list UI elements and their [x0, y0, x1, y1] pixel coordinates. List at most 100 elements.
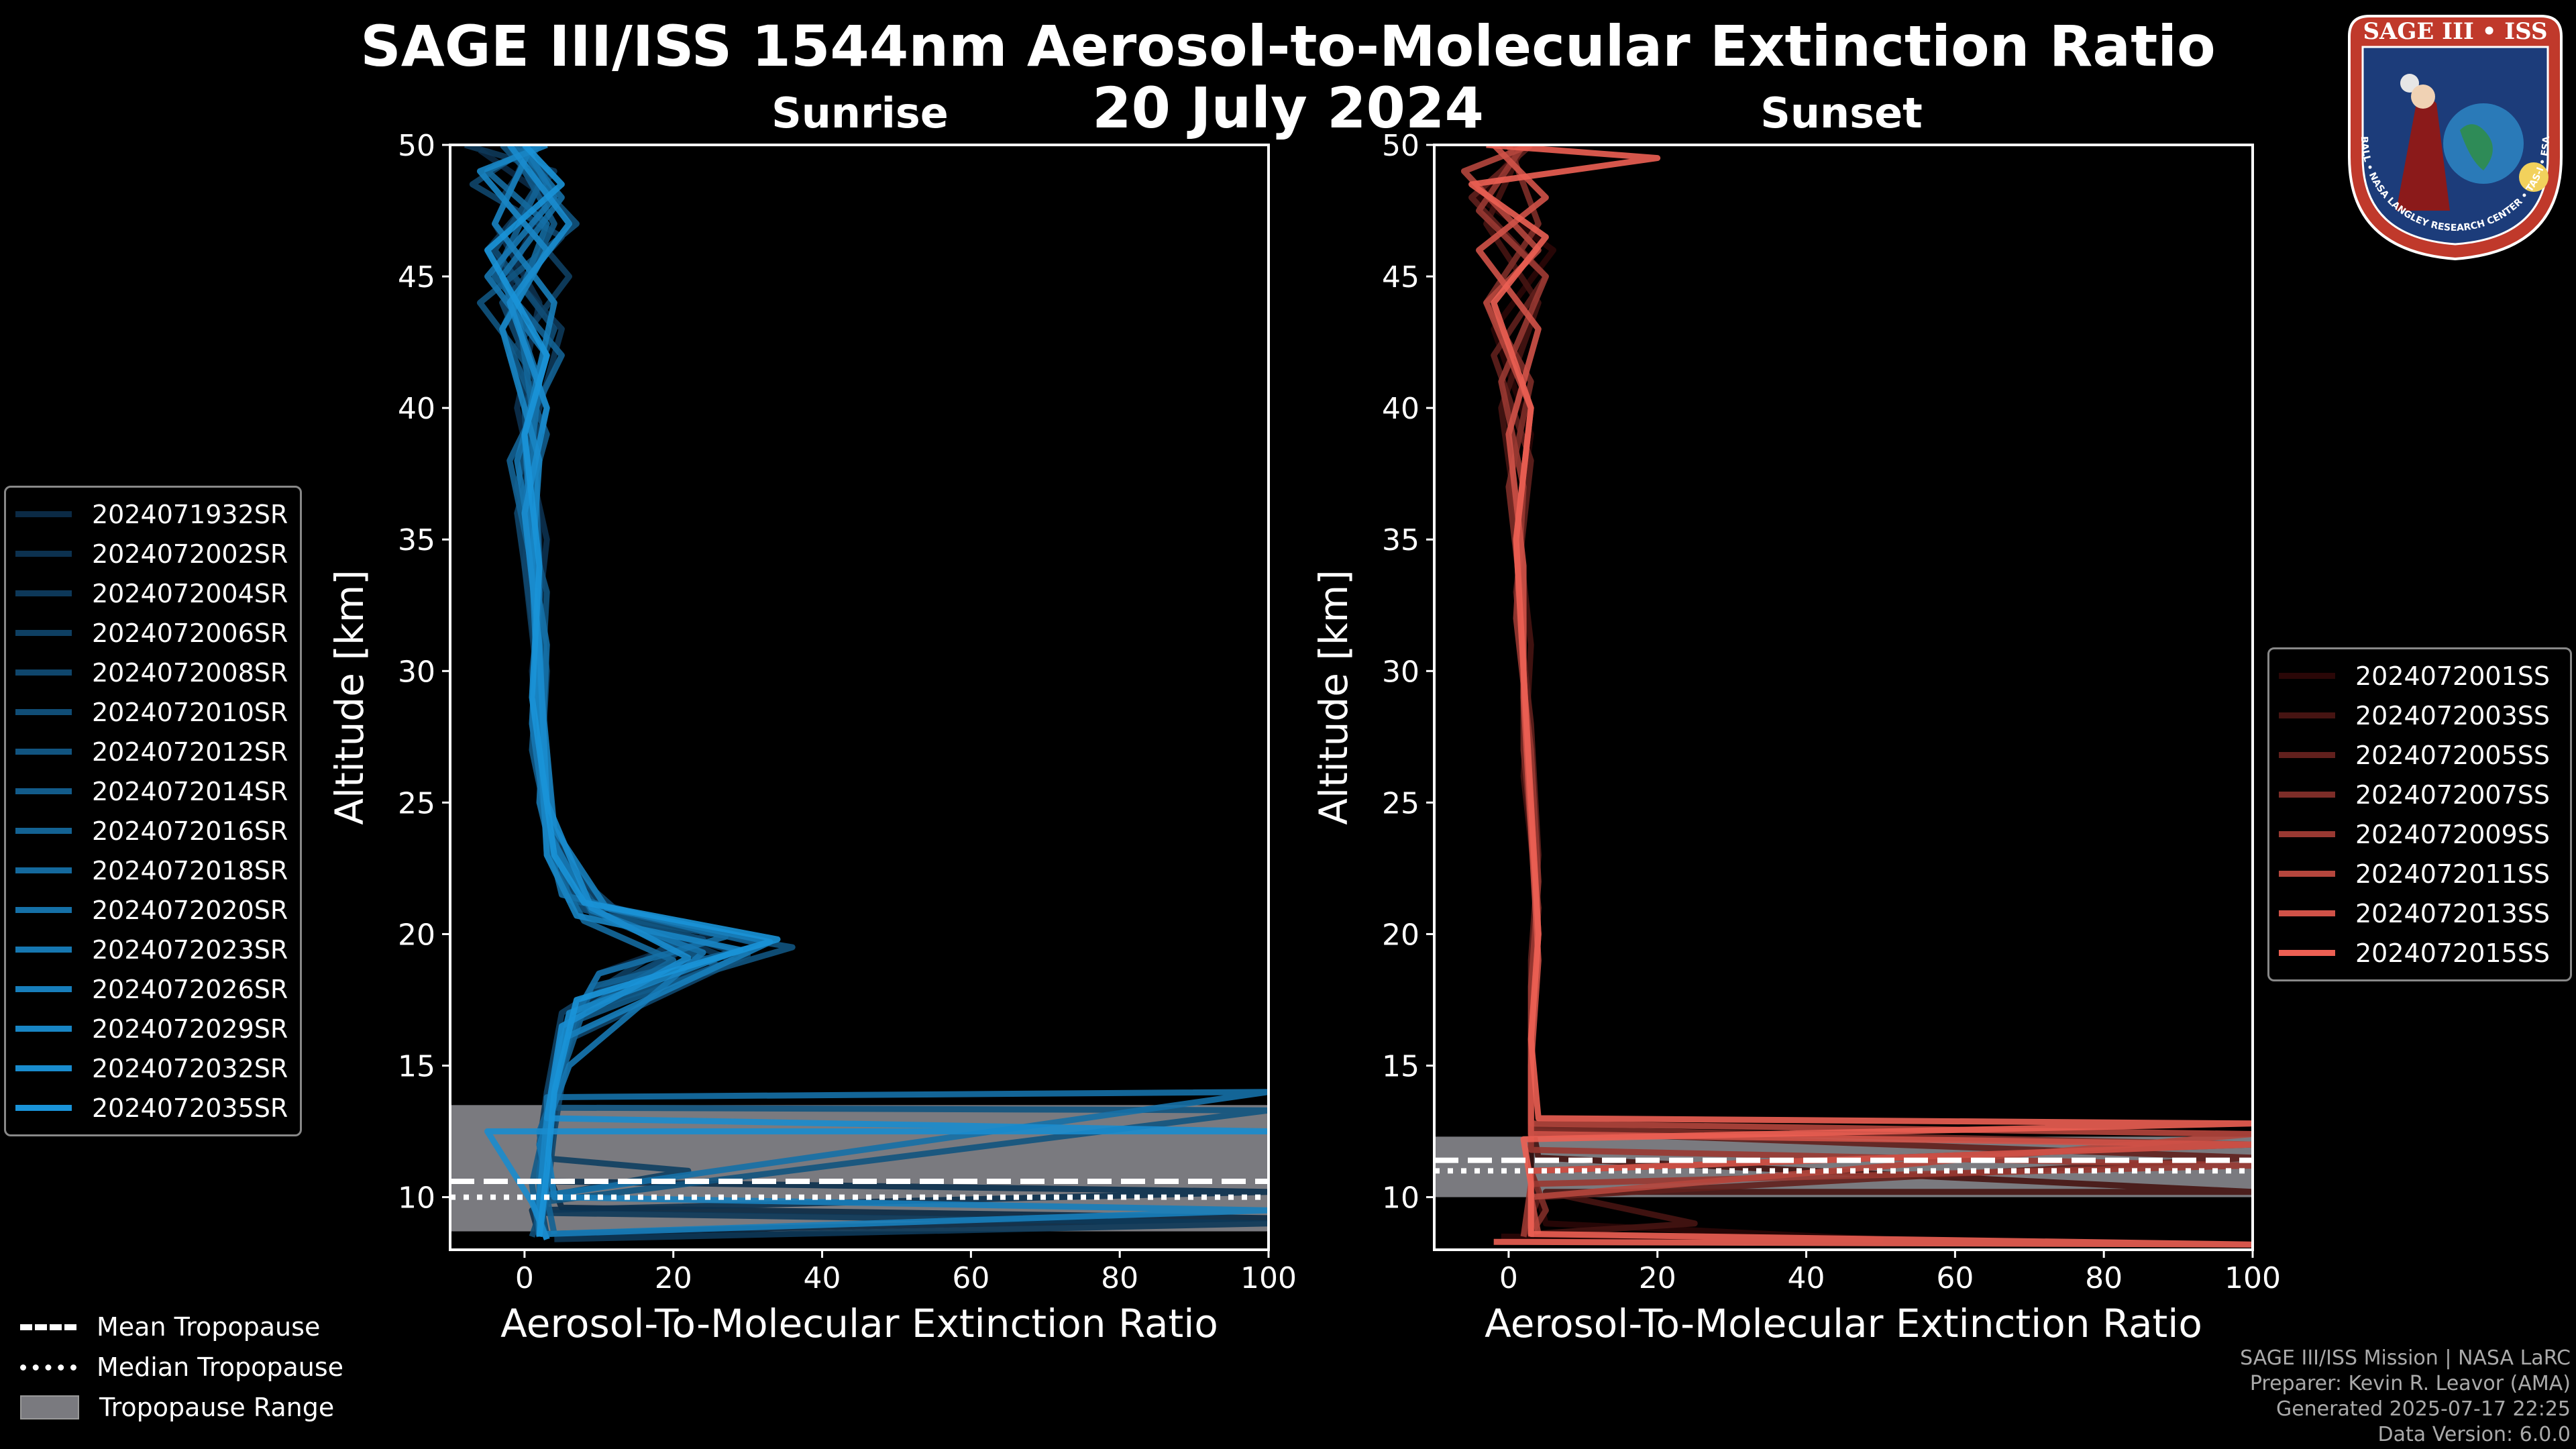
legend-label: Tropopause Range: [99, 1393, 335, 1422]
legend-label: Mean Tropopause: [97, 1312, 321, 1342]
legend-item-2024072018SR: 2024072018SR: [15, 851, 290, 890]
series-line-2024072003SS: [1483, 145, 2253, 1237]
x-tick-label: 80: [2085, 1261, 2123, 1295]
legend-label: 2024072020SR: [92, 895, 288, 925]
legend-item-2024072029SR: 2024072029SR: [15, 1009, 290, 1049]
legend-label: 2024072009SS: [2355, 819, 2551, 849]
y-tick-label: 45: [398, 260, 435, 294]
series-line-2024072002SR: [492, 156, 1269, 1238]
legend-swatch: [15, 1105, 72, 1111]
credit-mission: SAGE III/ISS Mission | NASA LaRC: [2240, 1346, 2571, 1370]
legend-item-2024072012SR: 2024072012SR: [15, 732, 290, 771]
y-axis-label: Altitude [km]: [1311, 570, 1356, 824]
y-tick-label: 10: [1382, 1181, 1419, 1216]
x-tick-label: 0: [1499, 1261, 1518, 1295]
legend-item-2024072001SS: 2024072001SS: [2279, 656, 2561, 696]
plot-area: [1434, 145, 2253, 1248]
x-tick-label: 60: [1936, 1261, 1974, 1295]
legend-item-2024072006SR: 2024072006SR: [15, 613, 290, 653]
panel-title: Sunset: [1760, 89, 1923, 138]
figure-title: SAGE III/ISS 1544nm Aerosol-to-Molecular…: [360, 13, 2216, 79]
x-axis-label: Aerosol-To-Molecular Extinction Ratio: [1485, 1301, 2202, 1346]
credit-generated: Generated 2025-07-17 22:25: [2275, 1397, 2571, 1421]
legend-item-2024072003SS: 2024072003SS: [2279, 696, 2561, 735]
axes-frame: [449, 144, 1270, 1251]
legend-swatch: [15, 1065, 72, 1071]
legend-item-2024072020SR: 2024072020SR: [15, 890, 290, 930]
legend-swatch: [15, 788, 72, 794]
legend-label: 2024072008SR: [92, 657, 288, 688]
legend-item-2024072007SS: 2024072007SS: [2279, 775, 2561, 814]
legend-item-2024072008SR: 2024072008SR: [15, 653, 290, 692]
gray-patch-swatch: [20, 1395, 79, 1419]
legend-swatch: [15, 749, 72, 755]
x-tick-label: 20: [655, 1261, 692, 1295]
y-tick-label: 15: [398, 1050, 435, 1084]
legend-swatch: [15, 630, 72, 636]
legend-item-2024072032SR: 2024072032SR: [15, 1049, 290, 1088]
legend-label: 2024072011SS: [2355, 859, 2551, 889]
legend-item-2024072004SR: 2024072004SR: [15, 574, 290, 613]
figure-date: 20 July 2024: [1092, 75, 1484, 141]
series-line-2024072009SS: [1476, 145, 2253, 1238]
legend-label: 2024071932SR: [92, 499, 288, 529]
legend-item-2024072010SR: 2024072010SR: [15, 692, 290, 732]
y-tick-label: 10: [398, 1181, 435, 1216]
legend-swatch: [2279, 910, 2335, 916]
legend-label: 2024072032SR: [92, 1053, 288, 1083]
legend-label: 2024072002SR: [92, 539, 288, 569]
x-tick-label: 100: [2224, 1261, 2281, 1295]
legend-swatch: [15, 709, 72, 715]
legend-item-2024072016SR: 2024072016SR: [15, 811, 290, 851]
legend-label: Median Tropopause: [97, 1352, 343, 1382]
legend-swatch: [15, 1026, 72, 1032]
y-tick-label: 20: [398, 918, 435, 952]
credits: SAGE III/ISS Mission | NASA LaRC Prepare…: [2240, 1346, 2571, 1448]
y-tick-label: 35: [1382, 523, 1419, 557]
legend-label: 2024072005SS: [2355, 740, 2551, 770]
legend-label: 2024072016SR: [92, 816, 288, 846]
legend-label: 2024072026SR: [92, 974, 288, 1004]
legend-swatch: [2279, 752, 2335, 758]
y-tick-label: 50: [1382, 129, 1419, 163]
legend-swatch: [15, 867, 72, 873]
y-tick-label: 20: [1382, 918, 1419, 952]
credit-version: Data Version: 6.0.0: [2377, 1423, 2571, 1446]
y-tick-label: 35: [398, 523, 435, 557]
series-line-2024072026SR: [492, 145, 1269, 1237]
legend-label: 2024072018SR: [92, 855, 288, 885]
y-tick-label: 30: [1382, 655, 1419, 689]
logo-title: SAGE III • ISS: [2363, 18, 2547, 45]
legend-label: 2024072006SR: [92, 618, 288, 648]
legend-swatch: [15, 986, 72, 992]
legend-swatch: [2279, 950, 2335, 956]
series-line-2024072007SS: [1483, 145, 2253, 1236]
legend-label: 2024072001SS: [2355, 661, 2551, 691]
legend-label: 2024072035SR: [92, 1093, 288, 1123]
legend-item-2024072035SR: 2024072035SR: [15, 1088, 290, 1128]
legend-median-tropopause: Median Tropopause: [20, 1347, 343, 1387]
series-line-2024072011SS: [1460, 145, 2253, 1235]
series-line-2024072015SS: [1468, 145, 2253, 1248]
legend-label: 2024072013SS: [2355, 898, 2551, 928]
legend-label: 2024072003SS: [2355, 700, 2551, 731]
series-line-2024072020SR: [499, 145, 1269, 1240]
legend-swatch: [2279, 673, 2335, 679]
y-tick-label: 45: [1382, 260, 1419, 294]
legend-swatch: [2279, 792, 2335, 798]
sunrise-legend: 2024071932SR 2024072002SR 2024072004SR 2024…: [4, 486, 302, 1136]
x-tick-label: 60: [952, 1261, 989, 1295]
legend-item-2024072011SS: 2024072011SS: [2279, 854, 2561, 894]
dotted-line-swatch: [20, 1364, 76, 1371]
x-axis-label: Aerosol-To-Molecular Extinction Ratio: [500, 1301, 1218, 1346]
legend-item-2024072015SS: 2024072015SS: [2279, 933, 2561, 973]
legend-swatch: [15, 828, 72, 834]
legend-swatch: [2279, 831, 2335, 837]
legend-swatch: [15, 907, 72, 913]
x-tick-label: 20: [1639, 1261, 1676, 1295]
y-tick-label: 25: [1382, 786, 1419, 820]
y-axis-label: Altitude [km]: [327, 570, 372, 824]
y-tick-label: 40: [398, 392, 435, 426]
series-line-2024072032SR: [484, 145, 1269, 1240]
